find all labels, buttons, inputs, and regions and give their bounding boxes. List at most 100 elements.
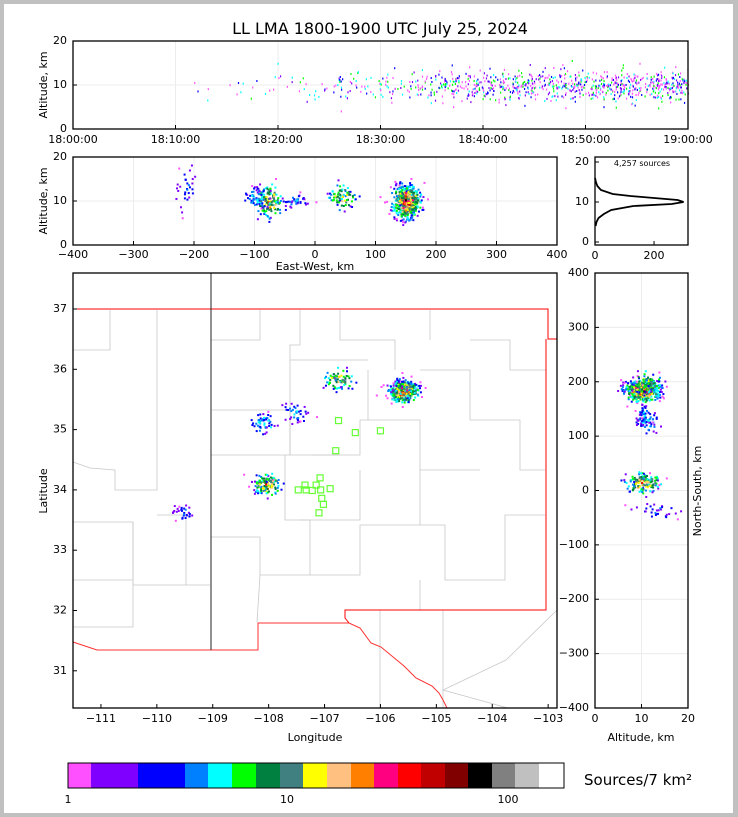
source-point: [394, 390, 397, 393]
source-point: [452, 77, 454, 80]
source-point: [631, 392, 634, 395]
source-point: [580, 80, 582, 83]
source-point: [255, 197, 258, 200]
source-point: [534, 82, 536, 85]
source-point: [315, 90, 317, 93]
source-point: [401, 401, 404, 404]
source-point: [504, 97, 506, 100]
source-point: [616, 78, 618, 81]
source-point: [637, 93, 639, 96]
source-point: [270, 423, 273, 426]
source-point: [268, 208, 271, 211]
source-point: [663, 76, 666, 79]
county-boundary: [256, 574, 261, 623]
source-point: [619, 84, 622, 87]
source-point: [410, 214, 413, 217]
source-point: [661, 384, 664, 387]
source-point: [654, 479, 657, 482]
source-point: [635, 79, 638, 82]
source-point: [502, 81, 504, 84]
source-point: [650, 476, 653, 479]
source-point: [276, 202, 279, 205]
source-point: [284, 406, 287, 409]
source-point: [259, 425, 262, 428]
source-point: [591, 78, 593, 81]
source-point: [276, 481, 279, 484]
source-point: [340, 95, 342, 98]
source-point: [648, 472, 651, 475]
source-point: [327, 381, 330, 384]
source-point: [348, 377, 351, 380]
source-point: [413, 384, 416, 387]
source-point: [263, 416, 266, 419]
source-point: [406, 196, 409, 199]
county-boundary: [72, 310, 158, 491]
source-point: [623, 479, 626, 482]
source-point: [252, 86, 254, 89]
source-point: [650, 81, 652, 84]
source-point: [417, 394, 420, 397]
source-point: [659, 396, 662, 399]
source-point: [404, 384, 407, 387]
source-point: [380, 83, 382, 86]
source-point: [640, 422, 643, 425]
source-point: [632, 84, 634, 87]
source-point: [639, 393, 642, 396]
source-point: [334, 195, 337, 198]
source-point: [385, 83, 387, 86]
source-point: [256, 486, 259, 489]
source-point: [406, 216, 409, 219]
y-tick-label: 200: [568, 375, 589, 388]
y-tick-label: 20: [575, 155, 589, 168]
source-point: [628, 91, 630, 94]
source-point: [408, 207, 411, 210]
source-point: [644, 406, 647, 409]
source-point: [278, 202, 281, 205]
source-point: [626, 384, 629, 387]
source-point: [277, 197, 280, 200]
source-point: [631, 385, 634, 388]
source-point: [641, 77, 643, 80]
source-point: [647, 481, 650, 484]
source-point: [495, 99, 497, 102]
source-point: [386, 384, 389, 387]
source-point: [267, 490, 270, 493]
source-point: [398, 184, 401, 187]
source-point: [528, 82, 530, 85]
source-point: [684, 93, 686, 96]
source-point: [409, 197, 412, 200]
source-point: [611, 79, 613, 82]
source-point: [431, 88, 433, 91]
source-point: [625, 84, 627, 87]
source-point: [603, 96, 605, 99]
source-point: [452, 80, 454, 83]
source-point: [647, 394, 650, 397]
source-point: [547, 83, 549, 86]
source-point: [399, 185, 402, 188]
source-point: [416, 214, 419, 217]
source-point: [278, 77, 280, 80]
source-point: [421, 88, 424, 91]
source-point: [472, 93, 474, 96]
source-point: [268, 485, 271, 488]
source-point: [635, 389, 638, 392]
source-point: [649, 398, 652, 401]
source-point: [191, 178, 194, 181]
source-point: [259, 213, 262, 216]
source-point: [499, 78, 501, 81]
source-point: [290, 410, 293, 413]
source-point: [449, 80, 451, 83]
source-point: [207, 88, 209, 91]
source-point: [628, 393, 631, 396]
source-point: [592, 71, 594, 74]
plot-area: [595, 157, 688, 245]
source-point: [420, 193, 423, 196]
source-point: [653, 412, 656, 415]
source-point: [242, 82, 244, 85]
source-point: [291, 196, 294, 199]
source-point: [653, 423, 656, 426]
source-point: [260, 199, 263, 202]
source-point: [619, 87, 622, 90]
source-point: [649, 484, 652, 487]
source-point: [411, 204, 414, 207]
